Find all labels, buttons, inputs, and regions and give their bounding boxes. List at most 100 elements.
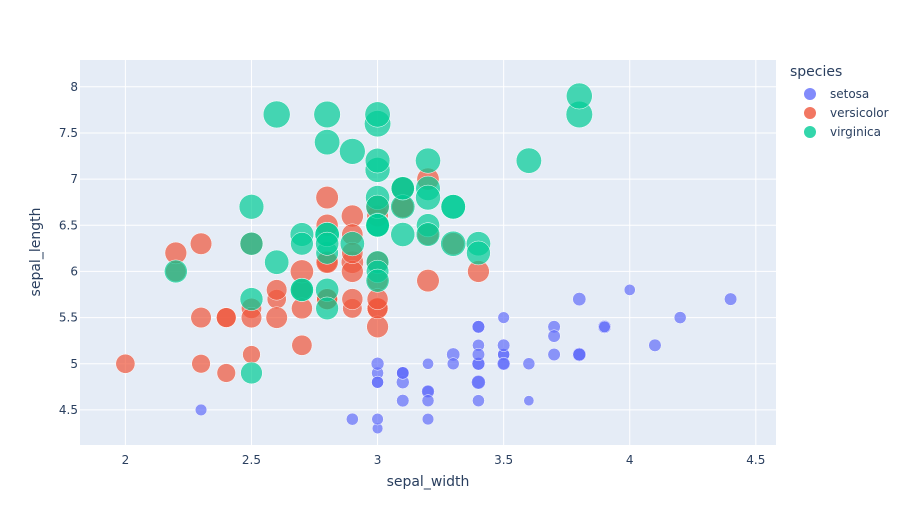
data-point-setosa[interactable] xyxy=(522,357,536,371)
data-point-versicolor[interactable] xyxy=(315,186,339,210)
data-point-setosa[interactable] xyxy=(572,347,587,362)
data-point-setosa[interactable] xyxy=(421,413,435,426)
legend-marker-icon xyxy=(804,125,816,138)
data-point-setosa[interactable] xyxy=(623,284,636,296)
data-point-virginica[interactable] xyxy=(264,249,290,275)
x-tick-label: 4.5 xyxy=(746,453,765,467)
data-point-virginica[interactable] xyxy=(239,287,264,311)
legend: species setosa versicolor virginica xyxy=(790,64,889,141)
legend-marker-icon xyxy=(804,87,816,100)
data-point-virginica[interactable] xyxy=(315,231,339,256)
data-point-virginica[interactable] xyxy=(390,176,415,201)
data-point-versicolor[interactable] xyxy=(216,307,237,328)
data-point-setosa[interactable] xyxy=(496,357,511,371)
data-point-versicolor[interactable] xyxy=(341,288,364,310)
data-point-virginica[interactable] xyxy=(290,232,314,256)
data-point-versicolor[interactable] xyxy=(190,232,213,255)
data-point-virginica[interactable] xyxy=(315,296,339,320)
x-tick-label: 3.5 xyxy=(494,453,513,467)
legend-title: species xyxy=(790,64,843,80)
legend-marker-icon xyxy=(804,106,816,119)
axis-ticks: 2 2.5 3 3.5 4 4.5 4.5 5 5.5 6 6.5 7 7.5 8 xyxy=(59,80,765,467)
data-point-versicolor[interactable] xyxy=(191,354,211,374)
data-point-virginica[interactable] xyxy=(262,100,291,129)
data-point-versicolor[interactable] xyxy=(242,345,261,364)
data-point-setosa[interactable] xyxy=(547,347,561,362)
legend-item-versicolor[interactable]: versicolor xyxy=(790,103,889,122)
legend-label: setosa xyxy=(830,86,870,101)
data-point-versicolor[interactable] xyxy=(265,306,288,329)
data-point-setosa[interactable] xyxy=(446,357,460,371)
data-point-virginica[interactable] xyxy=(566,82,593,110)
data-point-versicolor[interactable] xyxy=(266,279,288,301)
data-point-setosa[interactable] xyxy=(523,395,535,407)
data-point-virginica[interactable] xyxy=(164,259,188,284)
x-tick-label: 2.5 xyxy=(242,453,261,467)
y-tick-label: 6.5 xyxy=(59,218,78,232)
data-points xyxy=(115,82,738,435)
data-point-virginica[interactable] xyxy=(364,148,391,174)
data-point-virginica[interactable] xyxy=(440,194,466,220)
legend-item-virginica[interactable]: virginica xyxy=(790,122,889,141)
data-point-setosa[interactable] xyxy=(396,394,410,408)
data-point-versicolor[interactable] xyxy=(416,269,440,293)
x-tick-label: 3 xyxy=(374,453,382,467)
data-point-versicolor[interactable] xyxy=(115,353,136,374)
data-point-virginica[interactable] xyxy=(440,230,467,257)
data-point-virginica[interactable] xyxy=(290,278,314,302)
data-point-setosa[interactable] xyxy=(396,366,410,380)
data-point-virginica[interactable] xyxy=(390,222,416,247)
legend-item-setosa[interactable]: setosa xyxy=(790,84,889,103)
y-tick-label: 6 xyxy=(70,264,78,278)
data-point-setosa[interactable] xyxy=(370,357,385,371)
y-tick-label: 4.5 xyxy=(59,403,78,417)
data-point-setosa[interactable] xyxy=(598,320,611,333)
data-point-virginica[interactable] xyxy=(240,361,263,385)
data-point-setosa[interactable] xyxy=(497,338,511,352)
data-point-setosa[interactable] xyxy=(371,375,384,389)
y-axis-title: sepal_length xyxy=(28,208,44,297)
y-tick-label: 7 xyxy=(70,172,78,186)
data-point-virginica[interactable] xyxy=(339,231,365,257)
data-point-setosa[interactable] xyxy=(346,412,359,426)
data-point-versicolor[interactable] xyxy=(291,334,313,356)
y-tick-label: 8 xyxy=(70,80,78,94)
data-point-virginica[interactable] xyxy=(466,240,491,266)
data-point-setosa[interactable] xyxy=(194,403,208,417)
y-tick-label: 5.5 xyxy=(59,311,78,325)
data-point-versicolor[interactable] xyxy=(366,315,389,338)
data-point-setosa[interactable] xyxy=(497,311,510,324)
data-point-setosa[interactable] xyxy=(673,311,687,324)
data-point-setosa[interactable] xyxy=(471,347,485,362)
data-point-setosa[interactable] xyxy=(471,320,485,334)
data-point-virginica[interactable] xyxy=(415,222,441,247)
data-point-virginica[interactable] xyxy=(364,101,391,128)
data-point-virginica[interactable] xyxy=(365,213,390,238)
data-point-virginica[interactable] xyxy=(339,138,366,165)
data-point-virginica[interactable] xyxy=(314,129,341,156)
data-point-versicolor[interactable] xyxy=(190,307,212,329)
data-point-setosa[interactable] xyxy=(724,292,738,306)
data-point-versicolor[interactable] xyxy=(216,363,236,383)
data-point-setosa[interactable] xyxy=(371,413,384,426)
data-point-setosa[interactable] xyxy=(572,292,587,307)
x-tick-label: 2 xyxy=(122,453,130,467)
legend-label: virginica xyxy=(830,124,881,139)
data-point-setosa[interactable] xyxy=(648,338,662,352)
data-point-virginica[interactable] xyxy=(313,100,341,129)
data-point-virginica[interactable] xyxy=(238,194,265,220)
data-point-virginica[interactable] xyxy=(515,147,542,174)
data-point-virginica[interactable] xyxy=(365,268,390,293)
data-point-setosa[interactable] xyxy=(472,394,485,408)
data-point-virginica[interactable] xyxy=(415,147,441,174)
data-point-setosa[interactable] xyxy=(471,374,486,390)
x-axis-title: sepal_width xyxy=(387,474,470,490)
y-tick-label: 5 xyxy=(70,357,78,371)
data-point-virginica[interactable] xyxy=(239,231,264,256)
data-point-setosa[interactable] xyxy=(422,357,434,370)
legend-label: versicolor xyxy=(830,105,889,120)
data-point-virginica[interactable] xyxy=(415,184,441,211)
data-point-setosa[interactable] xyxy=(547,329,561,343)
data-point-setosa[interactable] xyxy=(421,394,435,408)
